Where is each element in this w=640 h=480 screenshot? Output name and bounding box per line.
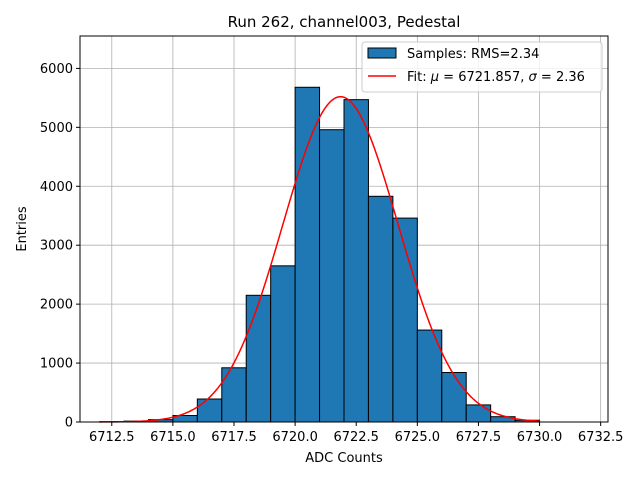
- legend-box: [361, 41, 603, 93]
- legend-histogram-label: Samples: RMS=2.34: [407, 47, 539, 62]
- histogram-bars: [99, 86, 541, 423]
- chart-title: Run 262, channel003, Pedestal: [228, 13, 461, 31]
- histogram-bar: [367, 195, 394, 423]
- histogram-bar: [441, 371, 467, 423]
- histogram-bar: [465, 404, 492, 423]
- legend: Samples: RMS=2.34 Fit: μ = 6721.857, σ =…: [361, 41, 603, 93]
- legend-fit-label: Fit: μ = 6721.857, σ = 2.36: [407, 70, 585, 85]
- y-tick-label: 4000: [40, 180, 73, 195]
- x-axis-ticks: 6712.5 6715.0 6717.5 6720.0 6722.5 6725.0 6727…: [89, 422, 623, 445]
- y-tick-label: 0: [65, 416, 73, 431]
- y-tick-label: 3000: [40, 239, 73, 254]
- fit-curve: [99, 95, 540, 423]
- histogram-bar: [319, 129, 345, 423]
- y-axis-ticks: 0 1000 2000 3000 4000 5000 6000: [40, 62, 80, 431]
- histogram-bar: [392, 217, 418, 423]
- axes-frame: [79, 35, 609, 423]
- x-tick-label: 6727.5: [456, 430, 502, 445]
- y-tick-label: 1000: [40, 357, 73, 372]
- x-tick-label: 6720.0: [272, 430, 318, 445]
- histogram-bar: [245, 294, 272, 423]
- y-tick-label: 6000: [40, 62, 73, 77]
- histogram-bar: [270, 265, 296, 423]
- legend-histogram-swatch: [367, 47, 397, 59]
- histogram-bar: [196, 398, 223, 423]
- x-axis-label: ADC Counts: [305, 451, 383, 466]
- x-tick-label: 6717.5: [211, 430, 257, 445]
- histogram-bar: [416, 329, 443, 423]
- x-tick-label: 6722.5: [333, 430, 379, 445]
- x-tick-label: 6725.0: [395, 430, 441, 445]
- histogram-bar: [221, 367, 247, 423]
- x-tick-label: 6715.0: [150, 430, 196, 445]
- y-axis-label: Entries: [15, 206, 30, 252]
- histogram-bar: [294, 86, 321, 423]
- x-tick-label: 6730.0: [517, 430, 563, 445]
- x-tick-label: 6712.5: [89, 430, 135, 445]
- y-tick-label: 2000: [40, 298, 73, 313]
- histogram-bar: [343, 99, 369, 423]
- x-tick-label: 6732.5: [578, 430, 624, 445]
- y-tick-label: 5000: [40, 121, 73, 136]
- fit-curve-group: [99, 95, 540, 423]
